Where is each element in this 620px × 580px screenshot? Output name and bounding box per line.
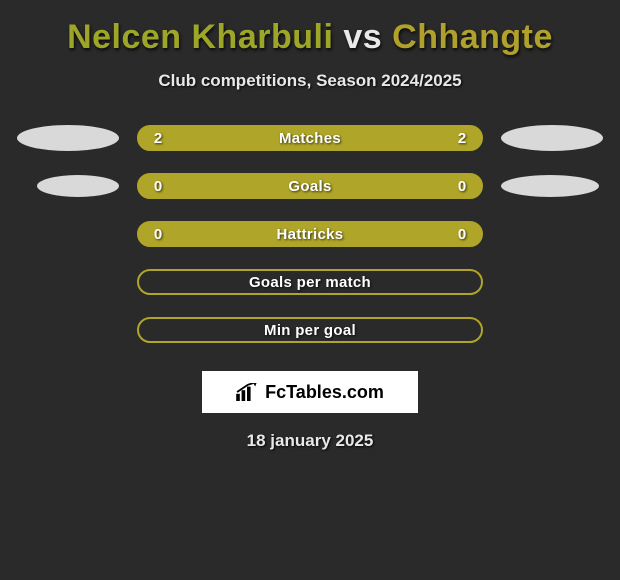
stat-bar-hattricks: 0 Hattricks 0 [137,221,483,247]
stat-label: Goals per match [165,274,455,291]
brand-text: FcTables.com [265,382,384,403]
player2-marker-icon [501,175,599,197]
comparison-title: Nelcen Kharbuli vs Chhangte [0,18,620,57]
player1-name: Nelcen Kharbuli [67,18,333,56]
stat-row-goals: 0 Goals 0 [0,173,620,199]
date-text: 18 january 2025 [0,431,620,451]
player1-marker-icon [37,175,119,197]
stat-row-matches: 2 Matches 2 [0,125,620,151]
stat-row-gpm: Goals per match [0,269,620,295]
vs-separator: vs [343,18,382,56]
stat-bar-goals: 0 Goals 0 [137,173,483,199]
stat-label: Hattricks [165,226,455,243]
stat-label: Min per goal [165,322,455,339]
stat-left-value: 0 [151,178,165,195]
player2-name: Chhangte [392,18,553,56]
stat-row-mpg: Min per goal [0,317,620,343]
stat-bar-gpm: Goals per match [137,269,483,295]
stat-bar-mpg: Min per goal [137,317,483,343]
stat-bar-matches: 2 Matches 2 [137,125,483,151]
stat-right-value: 0 [455,226,469,243]
stat-right-value: 0 [455,178,469,195]
stat-label: Matches [165,130,455,147]
stat-label: Goals [165,178,455,195]
stat-left-value: 2 [151,130,165,147]
chart-icon [236,383,258,401]
stat-row-hattricks: 0 Hattricks 0 [0,221,620,247]
brand-badge[interactable]: FcTables.com [202,371,418,413]
player2-marker-icon [501,125,603,151]
stat-left-value: 0 [151,226,165,243]
stats-container: 2 Matches 2 0 Goals 0 0 Hattricks 0 [0,125,620,343]
player1-marker-icon [17,125,119,151]
subtitle: Club competitions, Season 2024/2025 [0,71,620,91]
stat-right-value: 2 [455,130,469,147]
